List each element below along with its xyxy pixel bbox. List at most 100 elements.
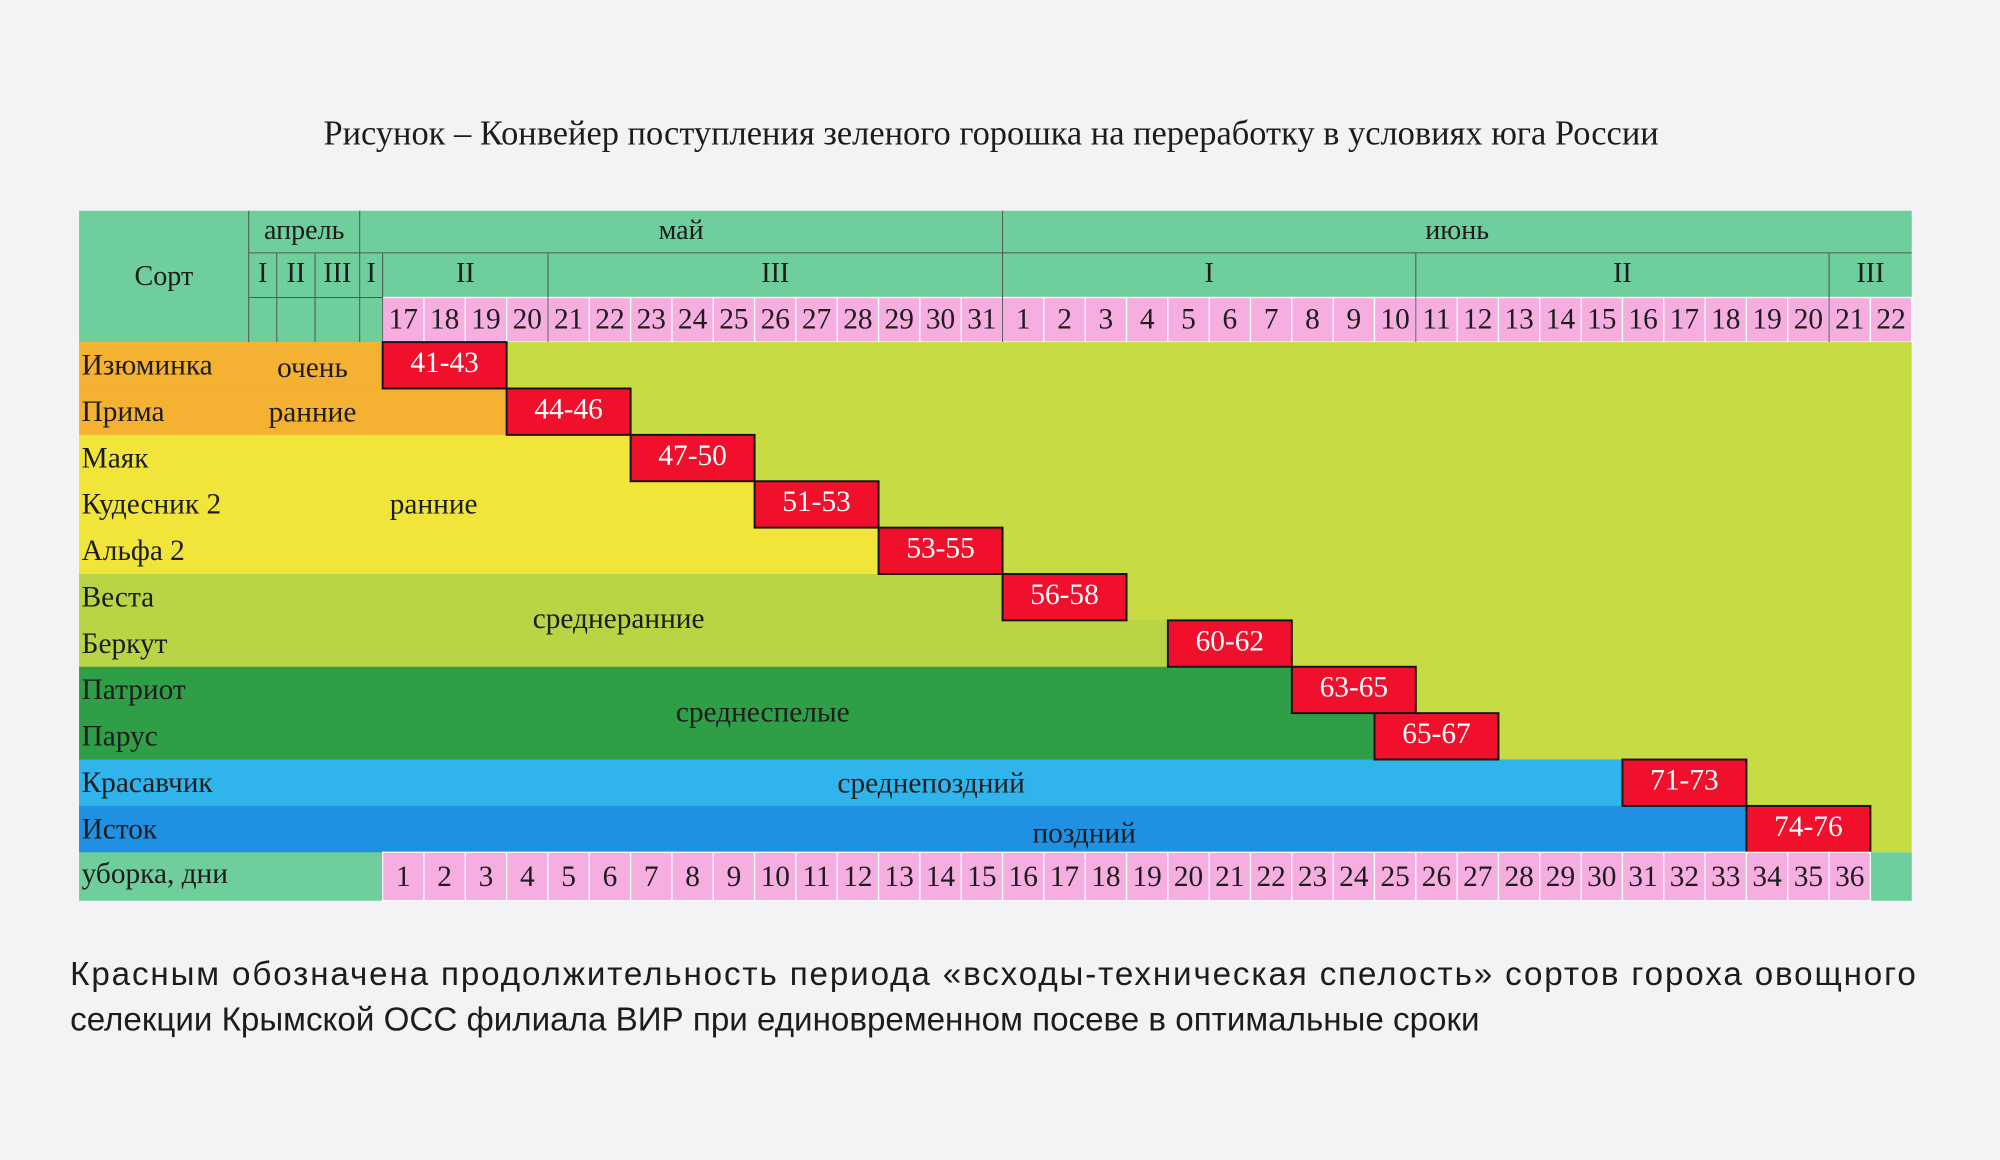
day: 8 [1305, 303, 1320, 335]
harvest-cell [1249, 851, 1293, 902]
group-band [79, 481, 755, 529]
group-label: среднепоздний [837, 768, 1024, 800]
harvest-cell [1828, 851, 1872, 902]
decade: I [258, 258, 267, 289]
period-block [877, 526, 1004, 575]
variety: Парус [82, 721, 158, 753]
period: 41-43 [410, 347, 478, 379]
day: 31 [967, 303, 996, 335]
day-cell [1291, 296, 1334, 343]
day: 14 [1546, 303, 1576, 335]
day: 20 [1794, 303, 1823, 335]
period-block [381, 341, 508, 390]
harvest-day: 23 [1298, 861, 1327, 893]
day-cell [1497, 296, 1541, 343]
harvest-cell [877, 851, 921, 902]
harvest-day: 31 [1628, 861, 1657, 893]
harvest-cell [960, 851, 1004, 902]
harvest-cell [1787, 851, 1830, 902]
harvest-cell [1621, 851, 1665, 902]
harvest-day: 6 [603, 861, 618, 893]
day: 2 [1057, 303, 1072, 335]
day-cell [588, 296, 632, 343]
day: 17 [1670, 303, 1699, 335]
day: 18 [1711, 303, 1740, 335]
harvest-cell [1332, 851, 1376, 902]
day: 24 [678, 303, 708, 335]
harvest-day: 36 [1835, 861, 1864, 893]
harvest-day: 16 [1009, 861, 1038, 893]
group-band [79, 342, 383, 390]
day: 15 [1587, 303, 1616, 335]
day-cell [547, 296, 590, 343]
harvest-day: 19 [1133, 861, 1162, 893]
harvest-cell [671, 851, 714, 902]
harvest-cell [795, 851, 838, 902]
harvest-day: 26 [1422, 861, 1451, 893]
group-label: среднеспелые [676, 696, 850, 728]
day-cell [919, 296, 962, 343]
day: 18 [430, 303, 459, 335]
day: 5 [1181, 303, 1196, 335]
harvest-cell [1580, 851, 1624, 902]
harvest-day: 12 [843, 861, 872, 893]
period-block [753, 480, 880, 529]
group-label: среднеранние [533, 603, 705, 635]
day: 20 [513, 303, 542, 335]
day: 11 [1422, 303, 1450, 335]
period: 63-65 [1320, 672, 1388, 704]
day: 19 [471, 303, 500, 335]
group-band [79, 388, 507, 436]
harvest-day: 20 [1174, 861, 1203, 893]
footnote: селекции Крымской ОСС филиала ВИР при ед… [70, 1002, 1479, 1039]
header-variety: Сорт [135, 261, 194, 292]
decade: I [1205, 258, 1214, 289]
month: апрель [264, 215, 344, 246]
harvest-day: 25 [1380, 861, 1409, 893]
harvest-day: 21 [1215, 861, 1244, 893]
period: 56-58 [1030, 579, 1098, 611]
harvest-day: 22 [1257, 861, 1286, 893]
day: 13 [1504, 303, 1533, 335]
day: 28 [843, 303, 872, 335]
harvest-cell [629, 851, 673, 902]
decade: III [323, 258, 351, 289]
decade: III [761, 258, 789, 289]
harvest-day: 33 [1711, 861, 1740, 893]
group-band [79, 434, 631, 482]
day: 1 [1016, 303, 1031, 335]
period-block [1001, 573, 1128, 622]
day: 29 [885, 303, 914, 335]
day: 16 [1628, 303, 1657, 335]
harvest-cell [547, 851, 590, 902]
period: 47-50 [658, 440, 726, 472]
harvest-cell [1125, 851, 1169, 902]
variety: Беркут [82, 628, 168, 660]
harvest-day: 9 [727, 861, 742, 893]
period-block [505, 387, 632, 436]
period: 74-76 [1774, 811, 1842, 843]
variety: Красавчик [82, 767, 214, 799]
decade: I [367, 258, 376, 289]
variety: Альфа 2 [82, 535, 185, 567]
month: июнь [1425, 215, 1489, 246]
decade: II [456, 258, 475, 289]
harvest-day: 1 [396, 861, 411, 893]
harvest-day: 13 [885, 861, 914, 893]
harvest-day: 17 [1050, 861, 1079, 893]
period-block [1166, 619, 1293, 668]
harvest-cell [919, 851, 962, 902]
day-cell [1456, 296, 1500, 343]
harvest-cell [1415, 851, 1458, 902]
variety: Веста [82, 581, 155, 613]
variety: Изюминка [82, 350, 213, 382]
day-cell [629, 296, 673, 343]
group-band [79, 527, 879, 575]
decade: II [1613, 258, 1632, 289]
day: 3 [1099, 303, 1114, 335]
harvest-day: 10 [761, 861, 790, 893]
day-cell [1332, 296, 1376, 343]
day: 19 [1752, 303, 1781, 335]
harvest-day: 4 [520, 861, 535, 893]
